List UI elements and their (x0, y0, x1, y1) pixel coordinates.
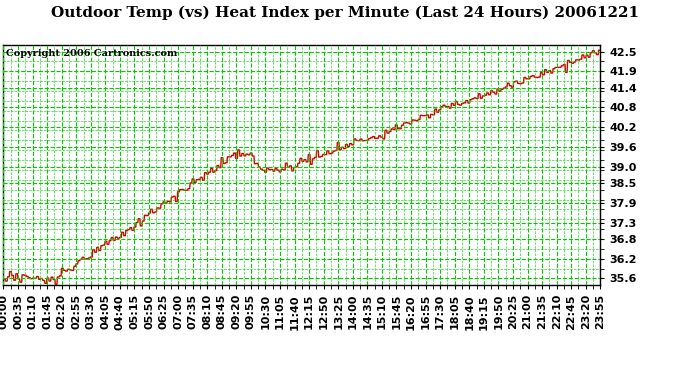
Text: Copyright 2006 Cartronics.com: Copyright 2006 Cartronics.com (6, 49, 178, 58)
Text: Outdoor Temp (vs) Heat Index per Minute (Last 24 Hours) 20061221: Outdoor Temp (vs) Heat Index per Minute … (51, 6, 639, 20)
